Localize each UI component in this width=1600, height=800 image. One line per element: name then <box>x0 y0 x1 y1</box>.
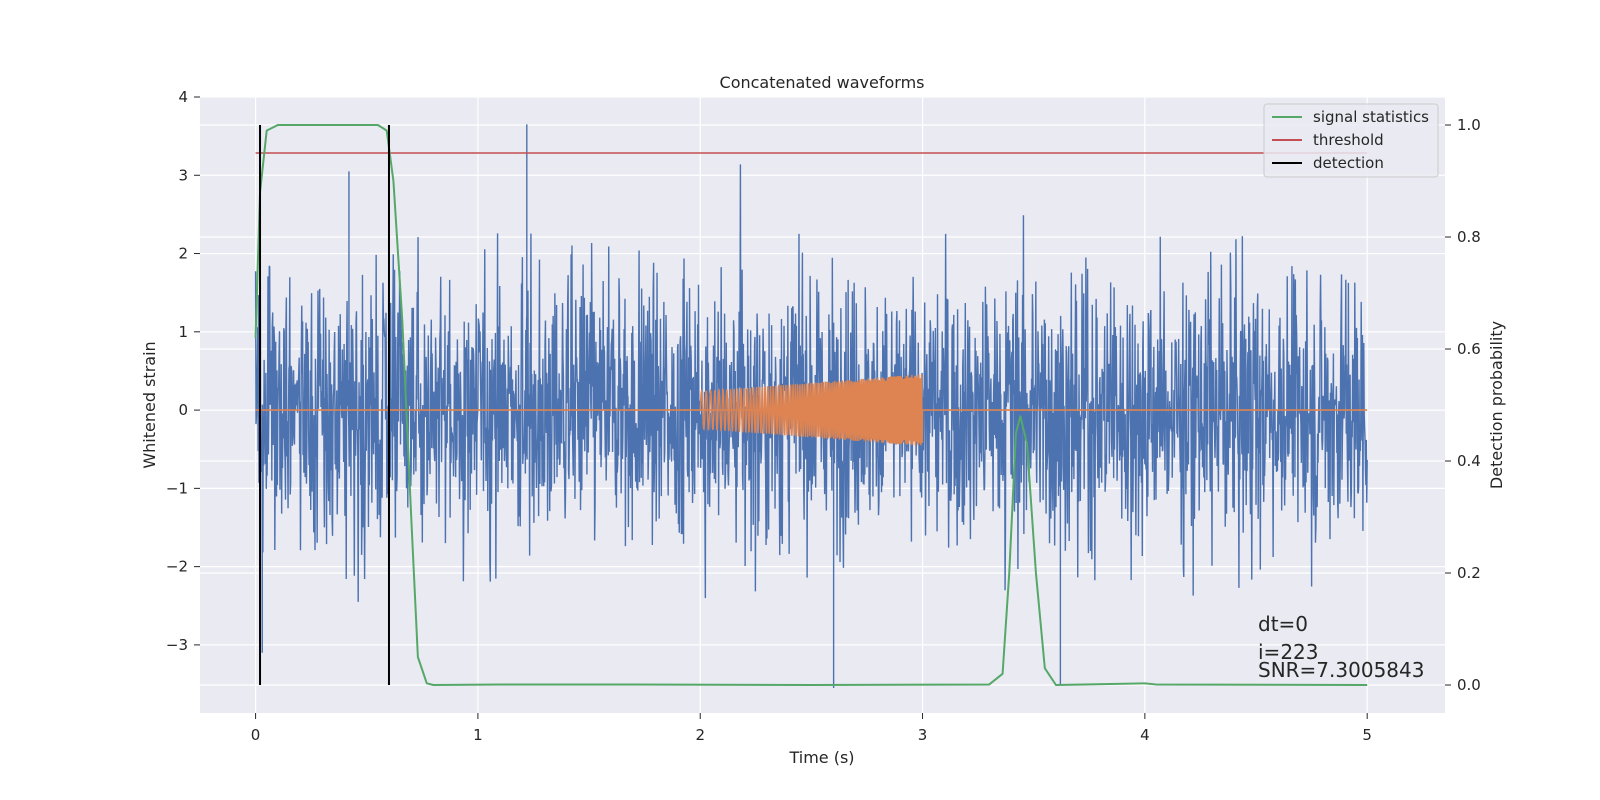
legend-label-threshold: threshold <box>1313 131 1384 149</box>
annotation-dt: dt=0 <box>1258 612 1308 636</box>
y2-tick-label: 0.0 <box>1457 676 1481 694</box>
legend-box <box>1263 103 1439 178</box>
y2-tick-label: 0.4 <box>1457 452 1481 470</box>
x-tick-label: 1 <box>473 726 483 744</box>
x-tick-label: 3 <box>918 726 928 744</box>
y2-axis-label: Detection probability <box>1487 321 1506 489</box>
y2-tick-label: 1.0 <box>1457 116 1481 134</box>
y-tick-label: −1 <box>166 479 188 497</box>
y2-tick-label: 0.6 <box>1457 340 1481 358</box>
y2-tick-label: 0.2 <box>1457 564 1481 582</box>
x-tick-label: 4 <box>1140 726 1150 744</box>
legend-label-signal-statistics: signal statistics <box>1313 108 1429 126</box>
ticks: 0 1 2 3 4 5 −3 −2 −1 0 1 2 3 4 0.0 0.2 0.4 0.6 0.8 1.0 <box>166 88 1481 744</box>
annotation-snr: SNR=7.3005843 <box>1258 658 1424 682</box>
series-layer <box>254 124 1368 688</box>
legend-label-detection: detection <box>1313 154 1384 172</box>
y-tick-label: −3 <box>166 636 188 654</box>
series-injection-chirp <box>699 374 924 446</box>
x-tick-label: 0 <box>251 726 261 744</box>
y-tick-label: 0 <box>178 401 188 419</box>
y-tick-label: 4 <box>178 88 188 106</box>
annotation-index: i=223 <box>1258 640 1319 664</box>
series-whitened-strain <box>254 164 1368 602</box>
x-tick-label: 5 <box>1362 726 1372 744</box>
y-tick-label: 3 <box>178 166 188 184</box>
x-tick-label: 2 <box>695 726 705 744</box>
x-axis-label: Time (s) <box>788 748 854 767</box>
y-tick-label: 2 <box>178 245 188 263</box>
legend: signal statistics threshold detection <box>1263 103 1439 178</box>
y-tick-label: 1 <box>178 323 188 341</box>
series-signal-statistics <box>254 124 1368 686</box>
y-axis-label: Whitened strain <box>140 341 159 468</box>
chart-title: Concatenated waveforms <box>720 73 925 92</box>
y2-tick-label: 0.8 <box>1457 228 1481 246</box>
y-tick-label: −2 <box>166 558 188 576</box>
